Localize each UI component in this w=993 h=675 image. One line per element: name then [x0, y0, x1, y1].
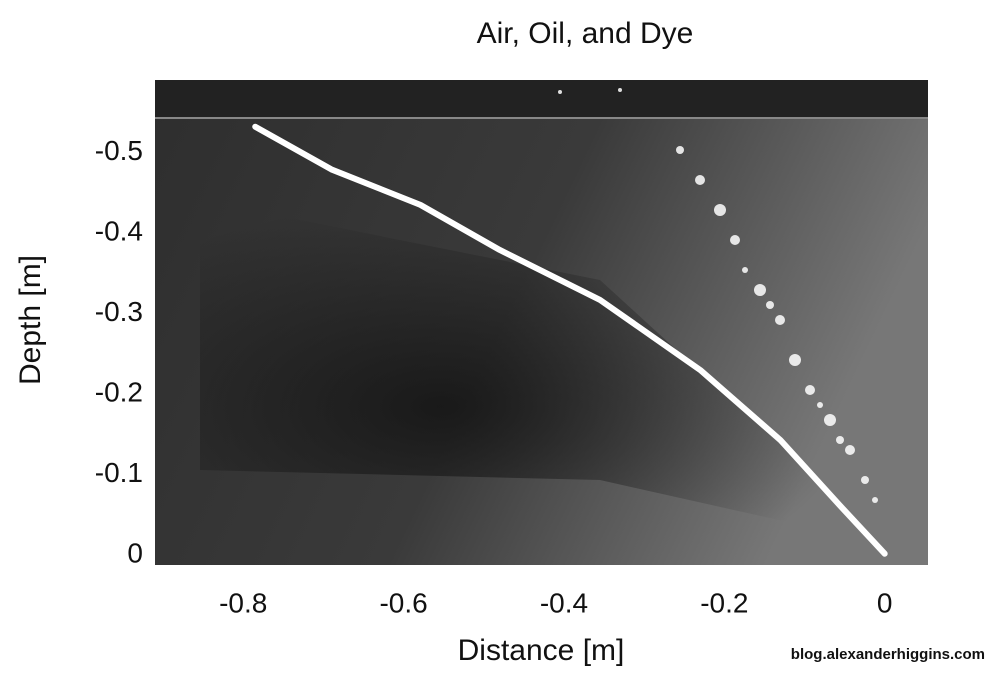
x-tick-label: -0.2 — [700, 587, 748, 618]
plot-image — [155, 80, 928, 565]
y-tick-label: -0.2 — [95, 377, 143, 408]
y-tick-label: -0.5 — [95, 135, 143, 166]
x-tick-label: -0.8 — [219, 587, 267, 618]
y-tick-label: -0.4 — [95, 215, 143, 246]
x-tick-label: 0 — [877, 587, 893, 618]
y-tick-label: 0 — [127, 538, 143, 569]
y-tick-label: -0.1 — [95, 457, 143, 488]
watermark: blog.alexanderhiggins.com — [791, 646, 985, 663]
x-axis-label: Distance [m] — [458, 634, 625, 667]
y-tick-label: -0.3 — [95, 296, 143, 327]
x-tick-label: -0.6 — [379, 587, 427, 618]
y-axis-label: Depth [m] — [14, 255, 47, 385]
chart-title: Air, Oil, and Dye — [477, 17, 694, 50]
x-tick-label: -0.4 — [540, 587, 588, 618]
data-line — [252, 123, 888, 557]
